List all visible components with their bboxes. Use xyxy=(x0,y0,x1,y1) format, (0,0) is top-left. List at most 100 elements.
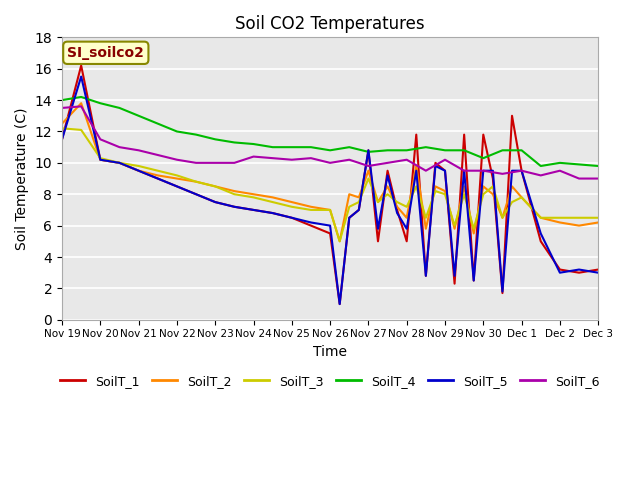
Line: SoilT_3: SoilT_3 xyxy=(62,128,598,241)
SoilT_2 xyxy=(422,226,429,232)
SoilT_6 xyxy=(326,160,334,166)
SoilT_1 xyxy=(451,281,458,287)
SoilT_3 xyxy=(431,188,439,194)
SoilT_3 xyxy=(451,223,458,228)
SoilT_1 xyxy=(537,239,545,244)
SoilT_2 xyxy=(384,183,392,189)
Line: SoilT_2: SoilT_2 xyxy=(62,103,598,241)
SoilT_5 xyxy=(518,168,525,174)
SoilT_3 xyxy=(135,163,143,169)
SoilT_6 xyxy=(518,168,525,174)
SoilT_4 xyxy=(422,144,429,150)
SoilT_2 xyxy=(336,239,344,244)
SoilT_6 xyxy=(269,155,276,161)
SoilT_2 xyxy=(441,188,449,194)
SoilT_5 xyxy=(355,207,363,213)
SoilT_1 xyxy=(403,239,410,244)
SoilT_4 xyxy=(479,155,487,161)
SoilT_1 xyxy=(374,239,382,244)
Title: Soil CO2 Temperatures: Soil CO2 Temperatures xyxy=(236,15,425,33)
SoilT_4 xyxy=(135,113,143,119)
SoilT_5 xyxy=(403,226,410,232)
SoilT_4 xyxy=(595,163,602,169)
SoilT_6 xyxy=(250,154,257,159)
SoilT_1 xyxy=(412,132,420,137)
SoilT_6 xyxy=(595,176,602,181)
SoilT_3 xyxy=(374,199,382,205)
SoilT_6 xyxy=(77,104,85,109)
SoilT_4 xyxy=(211,136,219,142)
SoilT_3 xyxy=(394,199,401,205)
SoilT_5 xyxy=(595,270,602,276)
SoilT_6 xyxy=(116,144,124,150)
SoilT_4 xyxy=(575,162,583,168)
SoilT_6 xyxy=(154,152,162,158)
SoilT_5 xyxy=(173,183,180,189)
SoilT_2 xyxy=(412,163,420,169)
SoilT_5 xyxy=(365,147,372,153)
Text: SI_soilco2: SI_soilco2 xyxy=(67,46,144,60)
SoilT_2 xyxy=(97,157,104,163)
SoilT_5 xyxy=(470,277,477,283)
SoilT_5 xyxy=(269,210,276,216)
SoilT_5 xyxy=(479,168,487,174)
SoilT_5 xyxy=(250,207,257,213)
SoilT_5 xyxy=(384,172,392,178)
SoilT_1 xyxy=(518,168,525,174)
Line: SoilT_5: SoilT_5 xyxy=(62,76,598,304)
SoilT_4 xyxy=(77,94,85,100)
SoilT_3 xyxy=(365,176,372,181)
SoilT_6 xyxy=(403,157,410,163)
SoilT_2 xyxy=(499,215,506,221)
SoilT_4 xyxy=(250,141,257,147)
SoilT_3 xyxy=(556,215,564,221)
SoilT_1 xyxy=(384,168,392,174)
Line: SoilT_6: SoilT_6 xyxy=(62,107,598,179)
SoilT_6 xyxy=(537,172,545,178)
SoilT_3 xyxy=(403,204,410,210)
SoilT_3 xyxy=(537,215,545,221)
SoilT_6 xyxy=(135,147,143,153)
SoilT_3 xyxy=(508,199,516,205)
SoilT_2 xyxy=(288,199,296,205)
SoilT_5 xyxy=(58,136,66,142)
SoilT_4 xyxy=(173,129,180,134)
SoilT_1 xyxy=(355,207,363,213)
SoilT_1 xyxy=(499,290,506,296)
SoilT_2 xyxy=(508,183,516,189)
SoilT_4 xyxy=(288,144,296,150)
SoilT_3 xyxy=(154,168,162,174)
SoilT_3 xyxy=(336,239,344,244)
SoilT_2 xyxy=(250,192,257,197)
SoilT_1 xyxy=(575,270,583,276)
SoilT_5 xyxy=(412,168,420,174)
SoilT_5 xyxy=(211,199,219,205)
SoilT_5 xyxy=(537,230,545,236)
SoilT_2 xyxy=(374,199,382,205)
SoilT_1 xyxy=(508,113,516,119)
SoilT_3 xyxy=(192,179,200,185)
SoilT_5 xyxy=(508,168,516,174)
SoilT_4 xyxy=(154,121,162,127)
SoilT_5 xyxy=(431,163,439,169)
SoilT_4 xyxy=(403,147,410,153)
SoilT_2 xyxy=(403,215,410,221)
SoilT_3 xyxy=(346,204,353,210)
SoilT_5 xyxy=(394,210,401,216)
SoilT_1 xyxy=(422,273,429,279)
SoilT_3 xyxy=(58,125,66,131)
SoilT_1 xyxy=(595,267,602,273)
SoilT_1 xyxy=(230,204,238,210)
SoilT_4 xyxy=(441,147,449,153)
SoilT_1 xyxy=(211,199,219,205)
SoilT_3 xyxy=(499,215,506,221)
SoilT_6 xyxy=(499,171,506,177)
SoilT_1 xyxy=(365,147,372,153)
SoilT_5 xyxy=(374,226,382,232)
SoilT_6 xyxy=(230,160,238,166)
SoilT_5 xyxy=(288,215,296,221)
X-axis label: Time: Time xyxy=(313,345,347,359)
SoilT_1 xyxy=(394,207,401,213)
SoilT_1 xyxy=(77,63,85,69)
SoilT_3 xyxy=(441,192,449,197)
